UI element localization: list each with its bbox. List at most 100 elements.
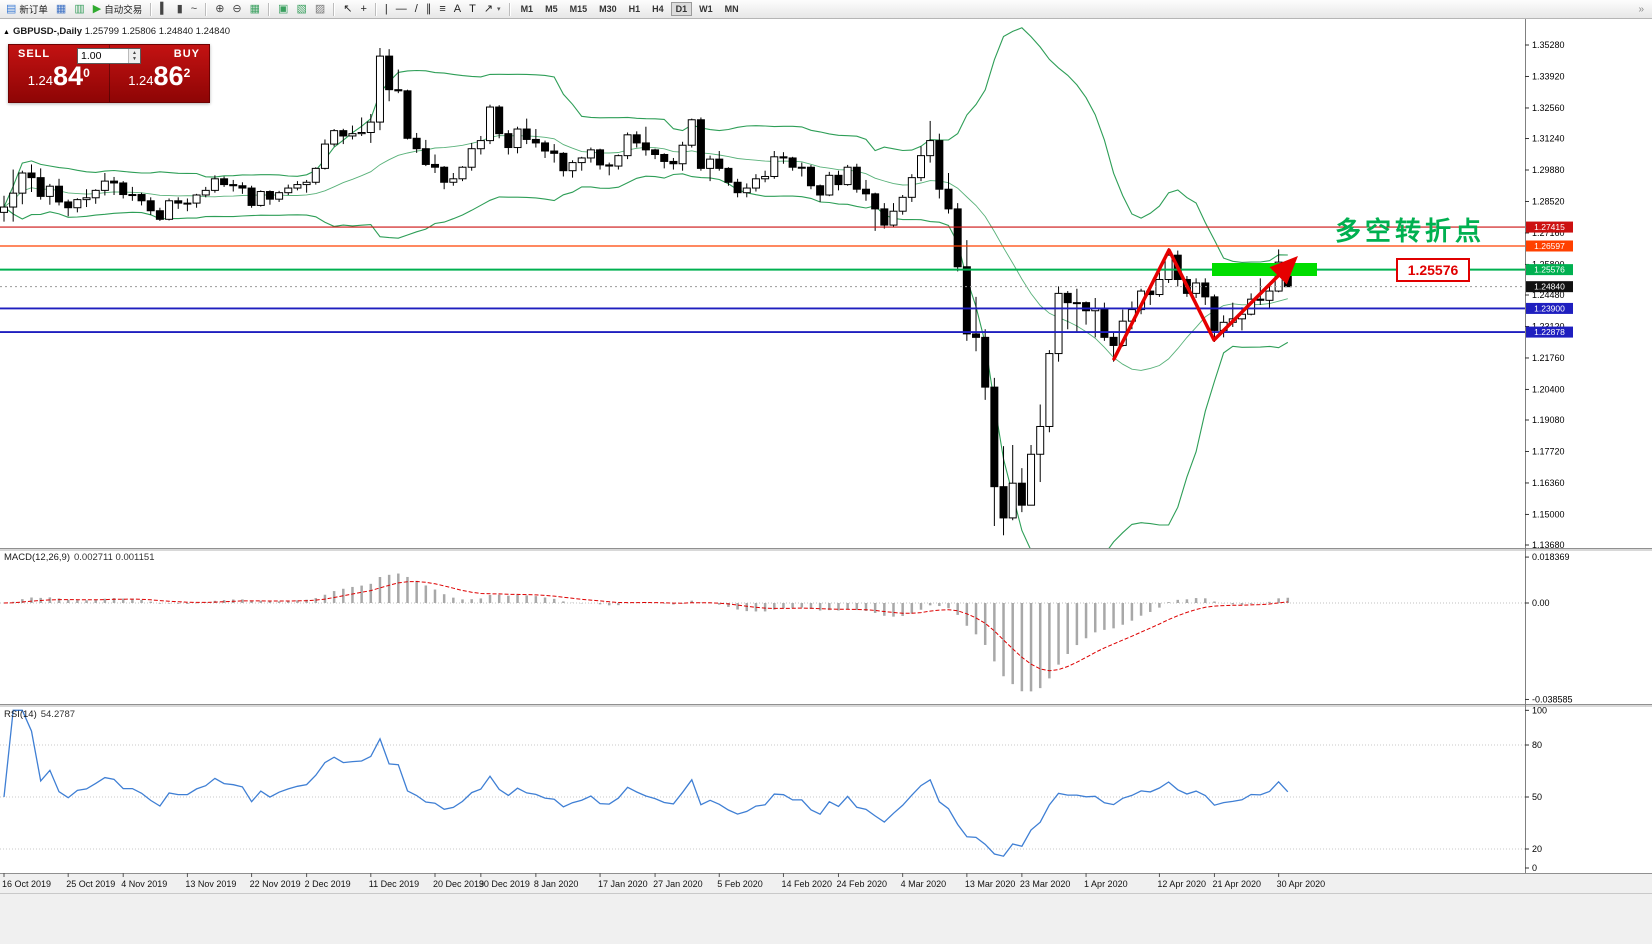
candlestick-chart-button[interactable]: ▮ xyxy=(173,0,187,19)
timeframe-button-d1[interactable]: D1 xyxy=(670,2,693,16)
svg-text:1 Apr 2020: 1 Apr 2020 xyxy=(1084,879,1128,889)
svg-text:14 Feb 2020: 14 Feb 2020 xyxy=(781,879,832,889)
chart-templates-button[interactable]: ▨ xyxy=(311,0,329,19)
chart-collapse-icon[interactable]: ▲ xyxy=(3,29,10,36)
rsi-pane-label: RSI(14) 54.2787 xyxy=(4,709,75,720)
svg-text:4 Mar 2020: 4 Mar 2020 xyxy=(901,879,947,889)
price-callout-box[interactable]: 1.25576 xyxy=(1396,258,1470,282)
axis-label-1.26597[interactable] xyxy=(1526,240,1573,252)
text-button[interactable]: A xyxy=(450,0,465,19)
cursor-button-icon: ↖ xyxy=(343,2,353,15)
rsi-name: RSI(14) xyxy=(4,709,37,720)
buy-button[interactable]: BUY 1.24 86 2 xyxy=(110,45,210,102)
svg-text:0.018369: 0.018369 xyxy=(1532,552,1570,562)
ohlc-readout: 1.25799 1.25806 1.24840 1.24840 xyxy=(84,26,231,37)
auto-trading-button-icon: ▶ xyxy=(92,2,102,15)
workspace-background xyxy=(0,893,1652,944)
svg-text:1.22878: 1.22878 xyxy=(1534,327,1565,337)
sell-label: SELL xyxy=(18,48,51,60)
svg-text:21 Apr 2020: 21 Apr 2020 xyxy=(1212,879,1261,889)
svg-text:1.23120: 1.23120 xyxy=(1532,321,1565,331)
tile-windows-button[interactable]: ▦ xyxy=(246,0,264,19)
macd-histogram xyxy=(11,573,1290,692)
axis-label-1.22878[interactable] xyxy=(1526,326,1573,338)
svg-text:23 Mar 2020: 23 Mar 2020 xyxy=(1020,879,1071,889)
svg-text:0: 0 xyxy=(1532,863,1537,873)
chart-shift-button-icon: ▧ xyxy=(296,2,307,15)
arrows-button-icon: ↗ xyxy=(483,2,494,15)
svg-text:1.19080: 1.19080 xyxy=(1532,415,1565,425)
toolbar-separator xyxy=(150,2,153,16)
equidistant-channel-button[interactable]: ∥ xyxy=(422,0,436,19)
svg-text:1.24840: 1.24840 xyxy=(1534,282,1565,292)
price-axis: 1.35280 1.33920 1.32560 1.31240 1.29880 1.285… xyxy=(1525,40,1573,873)
svg-text:1.33920: 1.33920 xyxy=(1532,71,1565,81)
time-axis: 16 Oct 2019 25 Oct 2019 4 Nov 2019 13 Nov 2… xyxy=(2,873,1325,889)
line-chart-button[interactable]: ~ xyxy=(187,0,201,19)
svg-text:16 Oct 2019: 16 Oct 2019 xyxy=(2,879,51,889)
turning-point-annotation[interactable]: 多空转折点 xyxy=(1335,216,1486,246)
toolbar-overflow-icon[interactable]: » xyxy=(1638,3,1644,15)
horizontal-line-button[interactable]: — xyxy=(392,0,411,19)
timeframe-button-m5[interactable]: M5 xyxy=(545,4,558,14)
timeframe-button-h4[interactable]: H4 xyxy=(652,4,664,14)
navigator-button[interactable]: ▥ xyxy=(70,0,88,19)
market-watch-button[interactable]: ▦ xyxy=(52,0,70,19)
timeframe-button-m1[interactable]: M1 xyxy=(520,4,534,14)
auto-trading-button[interactable]: ▶ 自动交易 xyxy=(89,0,146,19)
svg-text:1.31240: 1.31240 xyxy=(1532,134,1565,144)
new-chart-button[interactable]: ▣ xyxy=(274,0,292,19)
axis-label-1.27415[interactable] xyxy=(1526,221,1573,233)
stepper-down-icon[interactable]: ▼ xyxy=(132,56,137,62)
svg-text:22 Nov 2019: 22 Nov 2019 xyxy=(250,879,301,889)
svg-text:1.27160: 1.27160 xyxy=(1532,228,1565,238)
svg-text:4 Nov 2019: 4 Nov 2019 xyxy=(121,879,167,889)
axis-label-1.25576[interactable] xyxy=(1526,264,1573,276)
volume-input[interactable] xyxy=(78,49,128,63)
trendline-button-icon: / xyxy=(414,2,418,15)
highlight-rectangle[interactable] xyxy=(1212,263,1317,276)
macd-pane-label: MACD(12,26,9) 0.002711 0.001151 xyxy=(4,552,154,563)
svg-text:1.28520: 1.28520 xyxy=(1532,196,1565,206)
new-order-button[interactable]: ▤ 新订单 xyxy=(2,0,52,19)
timeframe-button-h1[interactable]: H1 xyxy=(628,4,641,14)
zoom-out-button[interactable]: ⊖ xyxy=(228,0,245,19)
timeframe-button-m30[interactable]: M30 xyxy=(599,4,617,14)
chart-shift-button[interactable]: ▧ xyxy=(292,0,310,19)
crosshair-button[interactable]: + xyxy=(356,0,370,19)
new-order-button-label: 新订单 xyxy=(19,5,48,16)
chart-canvas[interactable]: 1.35280 1.33920 1.32560 1.31240 1.29880 1.285… xyxy=(0,19,1652,893)
svg-text:5 Feb 2020: 5 Feb 2020 xyxy=(717,879,763,889)
timeframe-button-m15[interactable]: M15 xyxy=(569,4,588,14)
zoom-in-button-icon: ⊕ xyxy=(215,2,225,15)
timeframe-button-w1[interactable]: W1 xyxy=(699,4,713,14)
symbol-period-label: GBPUSD-,Daily xyxy=(12,26,83,37)
sell-button[interactable]: SELL 1.24 84 0 xyxy=(9,45,110,102)
zoom-in-button[interactable]: ⊕ xyxy=(211,0,228,19)
bar-chart-button[interactable]: ▍ xyxy=(156,0,172,19)
svg-text:20 Dec 2019: 20 Dec 2019 xyxy=(433,879,484,889)
axis-label-1.23900[interactable] xyxy=(1526,302,1573,314)
stepper-up-icon[interactable]: ▲ xyxy=(132,50,137,56)
buy-price-prefix: 1.24 xyxy=(128,73,154,88)
buy-label: BUY xyxy=(173,48,200,60)
crosshair-button-icon: + xyxy=(360,2,367,15)
chevron-down-icon: ▾ xyxy=(497,6,501,13)
equidistant-channel-button-icon: ∥ xyxy=(425,2,432,15)
trend-arrow-annotation[interactable] xyxy=(1112,248,1298,361)
arrows-button[interactable]: ↗ ▾ xyxy=(480,0,505,19)
volume-stepper[interactable]: ▲ ▼ xyxy=(128,49,140,63)
toolbar: ▤ 新订单 ▦ ▥ ▶ 自动交易 ▍ ▮ ~ ⊕ ⊖ ▦ ▣ ▧ ▨ ↖ + | — / ∥ ≡ A T ↗ ▾ M1 M5 M15 M3… xyxy=(0,0,1652,19)
vertical-line-button[interactable]: | xyxy=(381,0,392,19)
horizontal-line-button-icon: — xyxy=(395,2,407,15)
text-label-button[interactable]: T xyxy=(465,0,480,19)
cursor-button[interactable]: ↖ xyxy=(339,0,356,19)
svg-text:24 Feb 2020: 24 Feb 2020 xyxy=(836,879,887,889)
timeframe-button-mn[interactable]: MN xyxy=(724,4,739,14)
line-chart-button-icon: ~ xyxy=(190,2,198,15)
trendline-button[interactable]: / xyxy=(411,0,422,19)
axis-label-current-price[interactable] xyxy=(1526,281,1573,293)
fibonacci-button[interactable]: ≡ xyxy=(435,0,449,19)
